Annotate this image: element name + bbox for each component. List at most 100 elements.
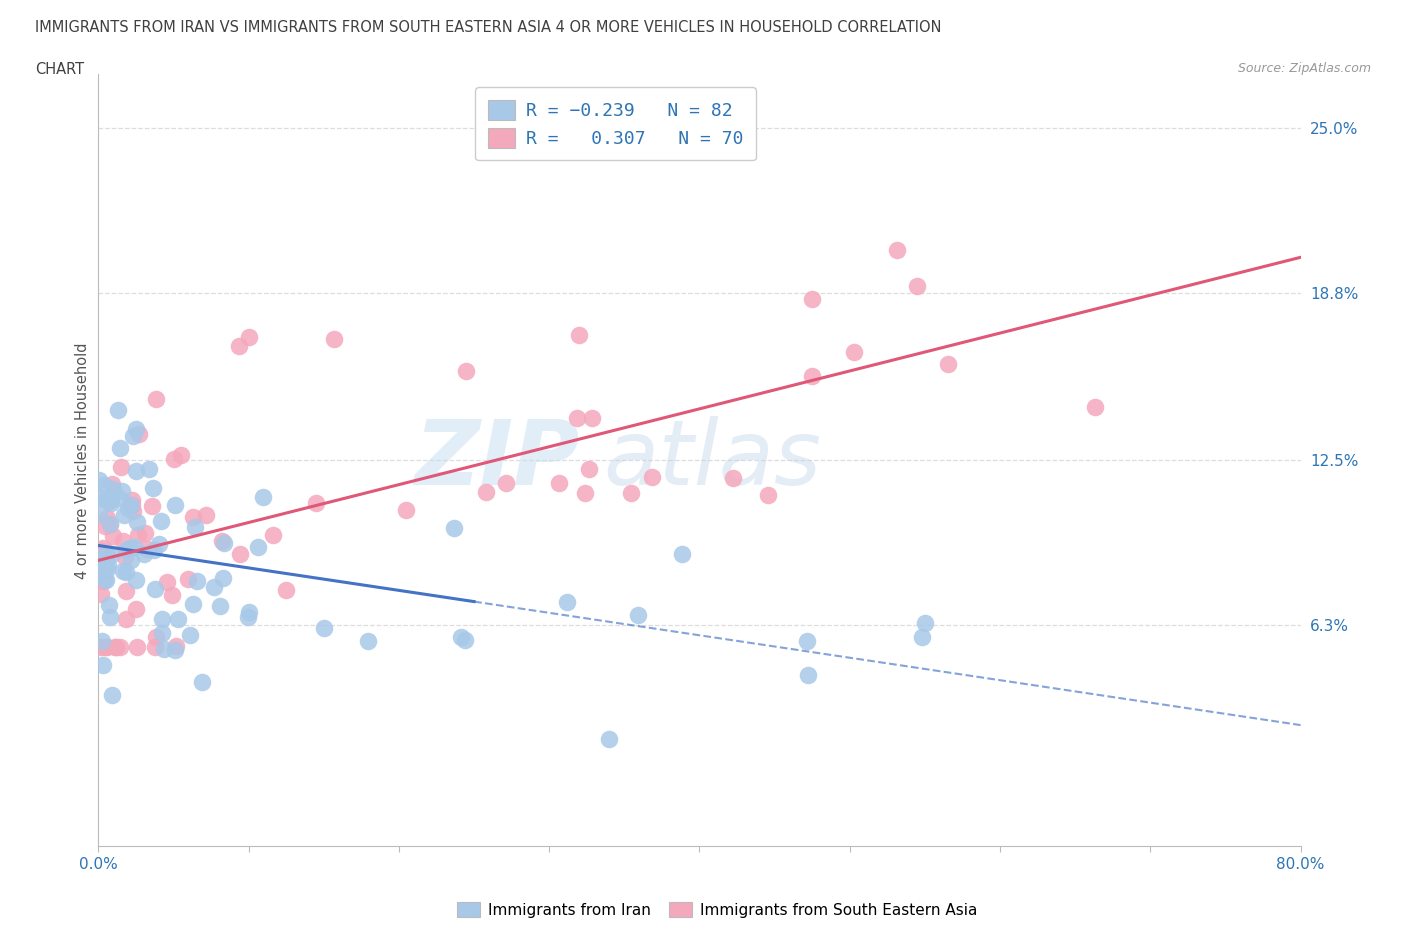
Point: [91, 658, 114, 673]
Point: [89, 489, 111, 504]
Point: [143, 639, 166, 654]
Point: [112, 564, 135, 578]
Point: [121, 493, 143, 508]
Point: [228, 339, 250, 353]
Point: [105, 639, 128, 654]
Point: [179, 628, 201, 643]
Point: [162, 452, 184, 467]
Point: [1084, 399, 1107, 414]
Point: [443, 521, 465, 536]
Point: [114, 550, 136, 565]
Point: [495, 476, 517, 491]
Point: [568, 328, 591, 343]
Point: [454, 364, 477, 379]
Point: [111, 534, 134, 549]
Point: [800, 291, 823, 306]
Point: [181, 597, 204, 612]
Point: [905, 279, 928, 294]
Point: [93, 639, 115, 654]
Point: [114, 612, 136, 627]
Point: [627, 607, 650, 622]
Point: [98, 493, 121, 508]
Point: [100, 610, 122, 625]
Point: [238, 329, 260, 344]
Point: [100, 546, 122, 561]
Point: [796, 634, 818, 649]
Point: [581, 410, 603, 425]
Point: [94, 557, 117, 572]
Point: [118, 540, 141, 555]
Point: [212, 571, 235, 586]
Point: [96, 548, 118, 563]
Point: [252, 489, 274, 504]
Point: [194, 508, 217, 523]
Point: [620, 485, 643, 500]
Point: [148, 537, 170, 551]
Point: [574, 485, 596, 500]
Legend: R = −0.239   N = 82, R =   0.307   N = 70: R = −0.239 N = 82, R = 0.307 N = 70: [475, 87, 755, 161]
Point: [94, 572, 117, 587]
Point: [548, 476, 571, 491]
Point: [453, 632, 475, 647]
Point: [143, 582, 166, 597]
Point: [211, 534, 233, 549]
Point: [165, 643, 187, 658]
Point: [96, 562, 118, 577]
Point: [101, 477, 124, 492]
Point: [120, 552, 142, 567]
Point: [110, 441, 132, 456]
Point: [721, 471, 744, 485]
Point: [90, 587, 112, 602]
Point: [96, 639, 118, 654]
Point: [150, 513, 173, 528]
Point: [565, 411, 588, 426]
Point: [141, 498, 163, 513]
Point: [96, 572, 118, 587]
Point: [183, 520, 205, 535]
Point: [98, 494, 121, 509]
Point: [160, 588, 183, 603]
Point: [98, 517, 121, 532]
Point: [262, 528, 284, 543]
Text: atlas: atlas: [603, 417, 821, 504]
Point: [96, 511, 118, 525]
Point: [145, 630, 167, 644]
Point: [125, 463, 148, 478]
Point: [89, 472, 111, 487]
Point: [96, 492, 118, 507]
Point: [186, 574, 208, 589]
Point: [142, 542, 165, 557]
Point: [167, 612, 190, 627]
Point: [801, 369, 824, 384]
Point: [90, 549, 112, 564]
Point: [128, 426, 150, 441]
Point: [91, 540, 114, 555]
Point: [305, 496, 328, 511]
Point: [90, 639, 112, 654]
Point: [145, 392, 167, 406]
Point: [323, 331, 346, 346]
Point: [395, 503, 418, 518]
Text: Source: ZipAtlas.com: Source: ZipAtlas.com: [1237, 62, 1371, 75]
Point: [142, 481, 165, 496]
Point: [100, 688, 122, 703]
Point: [107, 403, 129, 418]
Legend: Immigrants from Iran, Immigrants from South Eastern Asia: Immigrants from Iran, Immigrants from So…: [453, 897, 981, 923]
Point: [756, 488, 779, 503]
Point: [170, 447, 193, 462]
Point: [641, 470, 664, 485]
Point: [796, 668, 818, 683]
Point: [93, 518, 115, 533]
Point: [156, 575, 179, 590]
Point: [127, 527, 149, 542]
Point: [121, 429, 143, 444]
Point: [112, 508, 135, 523]
Text: CHART: CHART: [35, 62, 84, 77]
Point: [108, 639, 131, 654]
Point: [150, 625, 173, 640]
Point: [842, 344, 865, 359]
Point: [208, 599, 231, 614]
Point: [120, 498, 142, 512]
Point: [121, 498, 143, 512]
Point: [671, 547, 693, 562]
